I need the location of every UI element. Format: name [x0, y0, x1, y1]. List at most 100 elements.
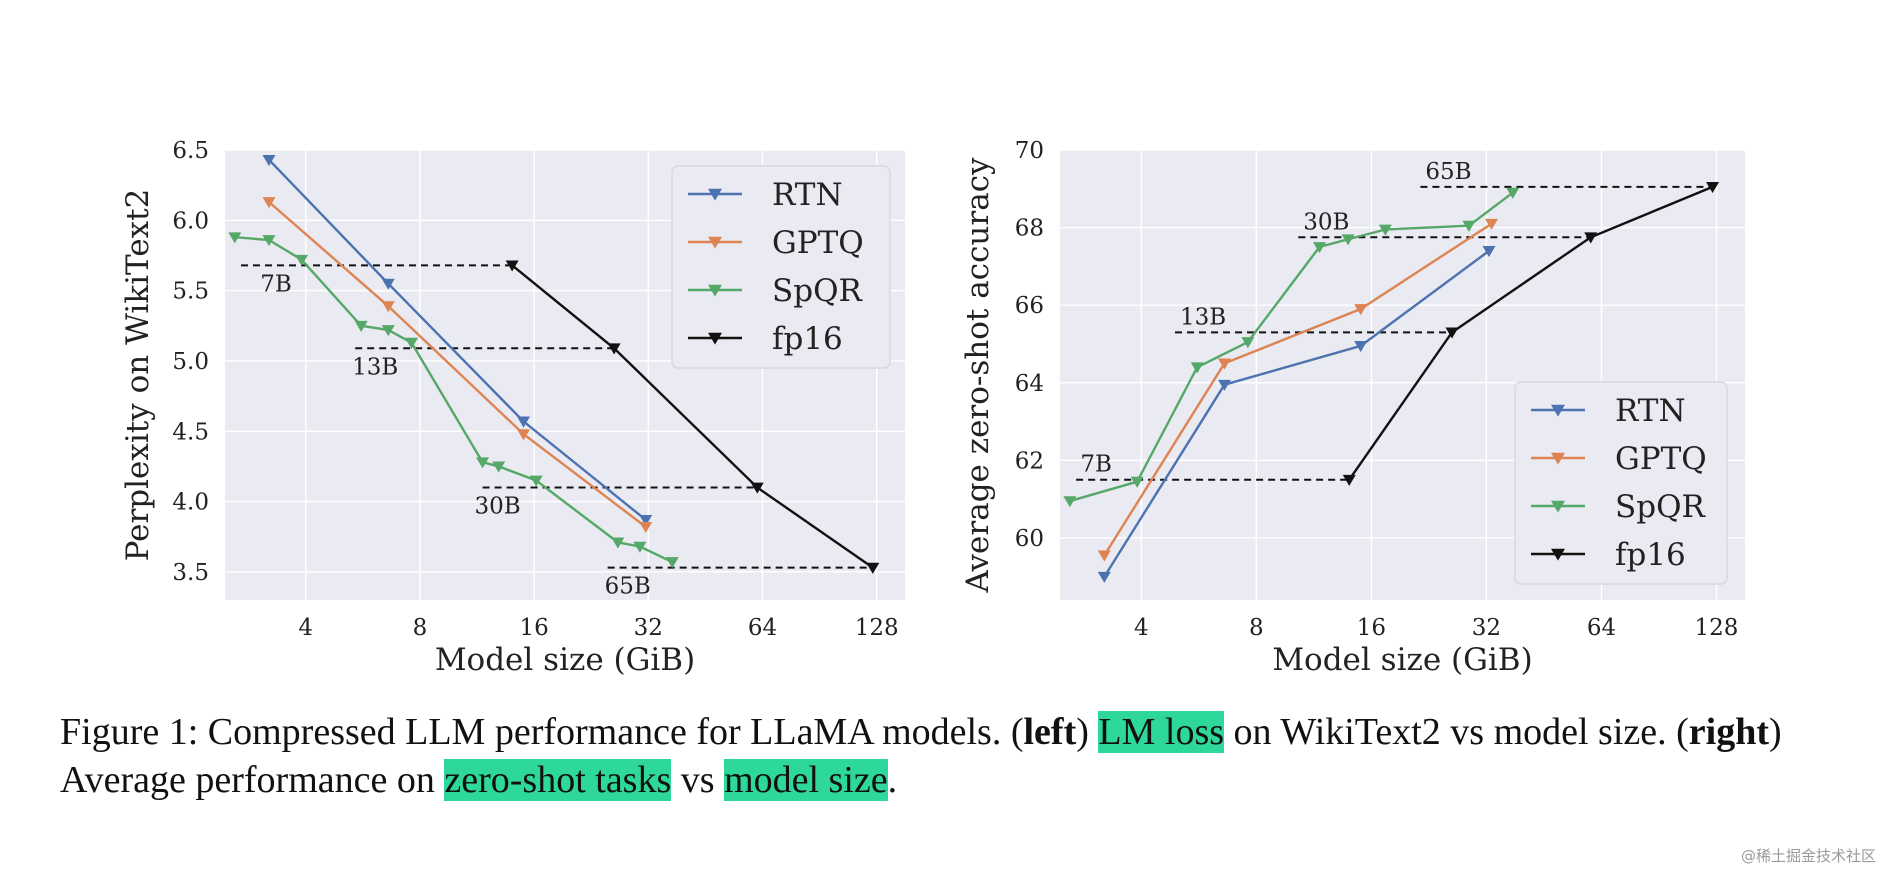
data-point-fp16	[866, 562, 880, 574]
legend-label-spqr: SpQR	[772, 273, 863, 309]
data-point-fp16	[750, 482, 764, 494]
data-point-rtn	[381, 278, 395, 290]
data-point-spqr	[1506, 187, 1520, 199]
x-tick-label: 32	[1472, 615, 1501, 641]
figure-caption: Figure 1: Compressed LLM performance for…	[60, 708, 1860, 804]
y-tick-label: 3.5	[172, 560, 209, 586]
y-tick-label: 4.0	[172, 490, 209, 516]
data-point-gptq	[1485, 218, 1499, 230]
x-tick-label: 4	[298, 615, 313, 641]
data-point-fp16	[1706, 181, 1720, 194]
data-point-spqr	[295, 254, 309, 266]
data-point-spqr	[354, 320, 368, 332]
reference-label-13b: 13B	[352, 354, 398, 380]
reference-label-30b: 30B	[1303, 209, 1349, 235]
data-point-spqr	[1190, 362, 1204, 374]
series-line-gptq	[268, 201, 647, 528]
series-line-rtn	[1103, 249, 1490, 578]
data-point-rtn	[1354, 341, 1368, 353]
data-point-gptq	[262, 197, 276, 209]
series-line-fp16	[511, 264, 874, 569]
data-point-spqr	[1341, 234, 1355, 246]
data-point-spqr	[1130, 476, 1144, 488]
series-gptq	[262, 197, 653, 534]
caption-after-left: )	[1076, 711, 1099, 753]
caption-mid2: ) Average performance on	[60, 711, 1782, 801]
data-point-rtn	[1482, 245, 1496, 258]
data-point-rtn	[516, 416, 530, 428]
data-point-rtn	[639, 514, 653, 527]
legend-label-fp16: fp16	[772, 321, 843, 357]
caption-left-bold: left	[1023, 711, 1077, 753]
reference-label-7b: 7B	[1080, 452, 1112, 478]
y-tick-label: 68	[1015, 216, 1044, 242]
data-point-spqr	[665, 557, 679, 569]
series-line-fp16	[1348, 185, 1714, 481]
x-axis-label: Model size (GiB)	[435, 642, 695, 678]
reference-label-65b: 65B	[1425, 159, 1471, 185]
data-point-gptq	[1354, 304, 1368, 316]
legend-box	[1514, 381, 1728, 585]
x-tick-label: 16	[519, 615, 548, 641]
y-tick-label: 60	[1015, 526, 1044, 552]
y-tick-label: 64	[1015, 371, 1044, 397]
legend-marker-rtn	[1551, 404, 1565, 417]
legend-marker-spqr	[1551, 500, 1565, 513]
y-axis-label: Perplexity on WikiText2	[120, 189, 156, 562]
data-point-spqr	[1063, 496, 1077, 508]
data-point-rtn	[1097, 571, 1111, 583]
legend-marker-fp16	[708, 332, 722, 345]
caption-mid1: on WikiText2 vs model size. (	[1224, 711, 1689, 753]
series-rtn	[262, 154, 653, 527]
data-point-fp16	[1584, 232, 1598, 244]
legend-label-rtn: RTN	[772, 177, 843, 213]
y-tick-label: 6.5	[172, 138, 209, 164]
x-tick-label: 4	[1134, 615, 1149, 641]
series-spqr	[228, 232, 679, 569]
watermark: @稀土掘金技术社区	[1740, 847, 1876, 865]
highlight-lm-loss: LM loss	[1098, 711, 1225, 753]
series-line-rtn	[268, 159, 647, 521]
x-tick-label: 128	[855, 615, 899, 641]
series-spqr	[1063, 187, 1520, 508]
data-point-gptq	[1097, 550, 1111, 562]
legend-marker-spqr	[708, 284, 722, 297]
legend-label-rtn: RTN	[1615, 393, 1686, 429]
chart-1: 4 8 16 32 64 128 3.5 4.0 4.5 5.0 5.5 6.0 6.5 Model si…	[120, 138, 905, 678]
data-point-spqr	[1378, 224, 1392, 236]
legend-label-fp16: fp16	[1615, 537, 1686, 573]
data-point-spqr	[492, 461, 506, 473]
legend: RTN GPTQ SpQR fp16	[671, 165, 891, 369]
x-tick-label: 8	[1249, 615, 1264, 641]
reference-label-30b: 30B	[474, 494, 520, 520]
y-tick-label: 6.0	[172, 208, 209, 234]
x-tick-label: 16	[1357, 615, 1386, 641]
data-point-spqr	[529, 475, 543, 487]
data-point-spqr	[1312, 242, 1326, 254]
legend: RTN GPTQ SpQR fp16	[1514, 381, 1728, 585]
caption-prefix: Figure 1: Compressed LLM performance for…	[60, 711, 1024, 753]
legend-marker-fp16	[1551, 548, 1565, 561]
data-point-spqr	[476, 457, 490, 469]
data-point-spqr	[611, 537, 625, 549]
data-point-spqr	[1241, 337, 1255, 349]
data-point-spqr	[228, 232, 242, 244]
series-line-gptq	[1103, 222, 1493, 557]
caption-end: .	[887, 759, 898, 801]
reference-label-7b: 7B	[260, 271, 292, 297]
data-point-fp16	[607, 343, 621, 355]
data-point-gptq	[381, 301, 395, 313]
legend-label-gptq: GPTQ	[1615, 441, 1707, 477]
data-point-spqr	[404, 337, 418, 349]
legend-label-spqr: SpQR	[1615, 489, 1706, 525]
legend-marker-gptq	[708, 236, 722, 249]
series-fp16	[1342, 181, 1720, 486]
x-tick-label: 128	[1695, 615, 1739, 641]
y-axis-label: Average zero-shot accuracy	[960, 157, 996, 594]
highlight-model-size: model size	[724, 759, 888, 801]
data-point-spqr	[633, 541, 647, 553]
data-point-fp16	[1445, 327, 1459, 339]
legend-label-gptq: GPTQ	[772, 225, 864, 261]
data-point-gptq	[1217, 358, 1231, 370]
